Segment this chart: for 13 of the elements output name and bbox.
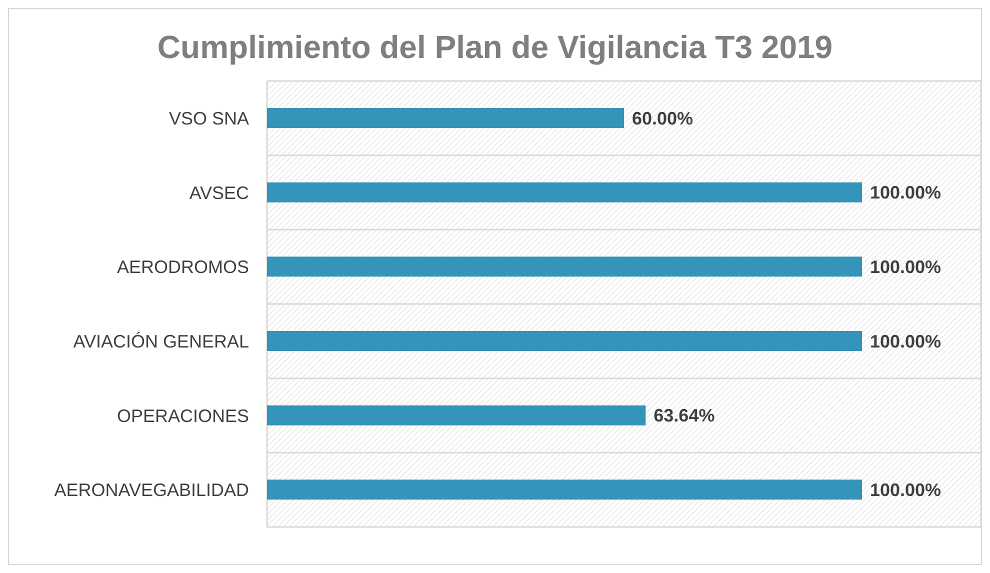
- data-label: 63.64%: [654, 406, 715, 426]
- data-label: 60.00%: [632, 108, 694, 128]
- y-tick-label: OPERACIONES: [116, 406, 249, 426]
- data-label: 100.00%: [870, 182, 942, 203]
- chart-title: Cumplimiento del Plan de Vigilancia T3 2019: [156, 28, 834, 67]
- data-label: 100.00%: [870, 331, 942, 352]
- y-tick-label: AVIACIÓN GENERAL: [73, 332, 249, 352]
- y-tick-label: AVSEC: [189, 182, 249, 203]
- y-tick-label: VSO SNA: [168, 108, 249, 129]
- data-label: 100.00%: [870, 480, 942, 500]
- y-tick-label: AERODROMOS: [116, 257, 249, 278]
- y-tick-label: AERONAVEGABILIDAD: [54, 480, 249, 500]
- data-label: 100.00%: [870, 257, 942, 278]
